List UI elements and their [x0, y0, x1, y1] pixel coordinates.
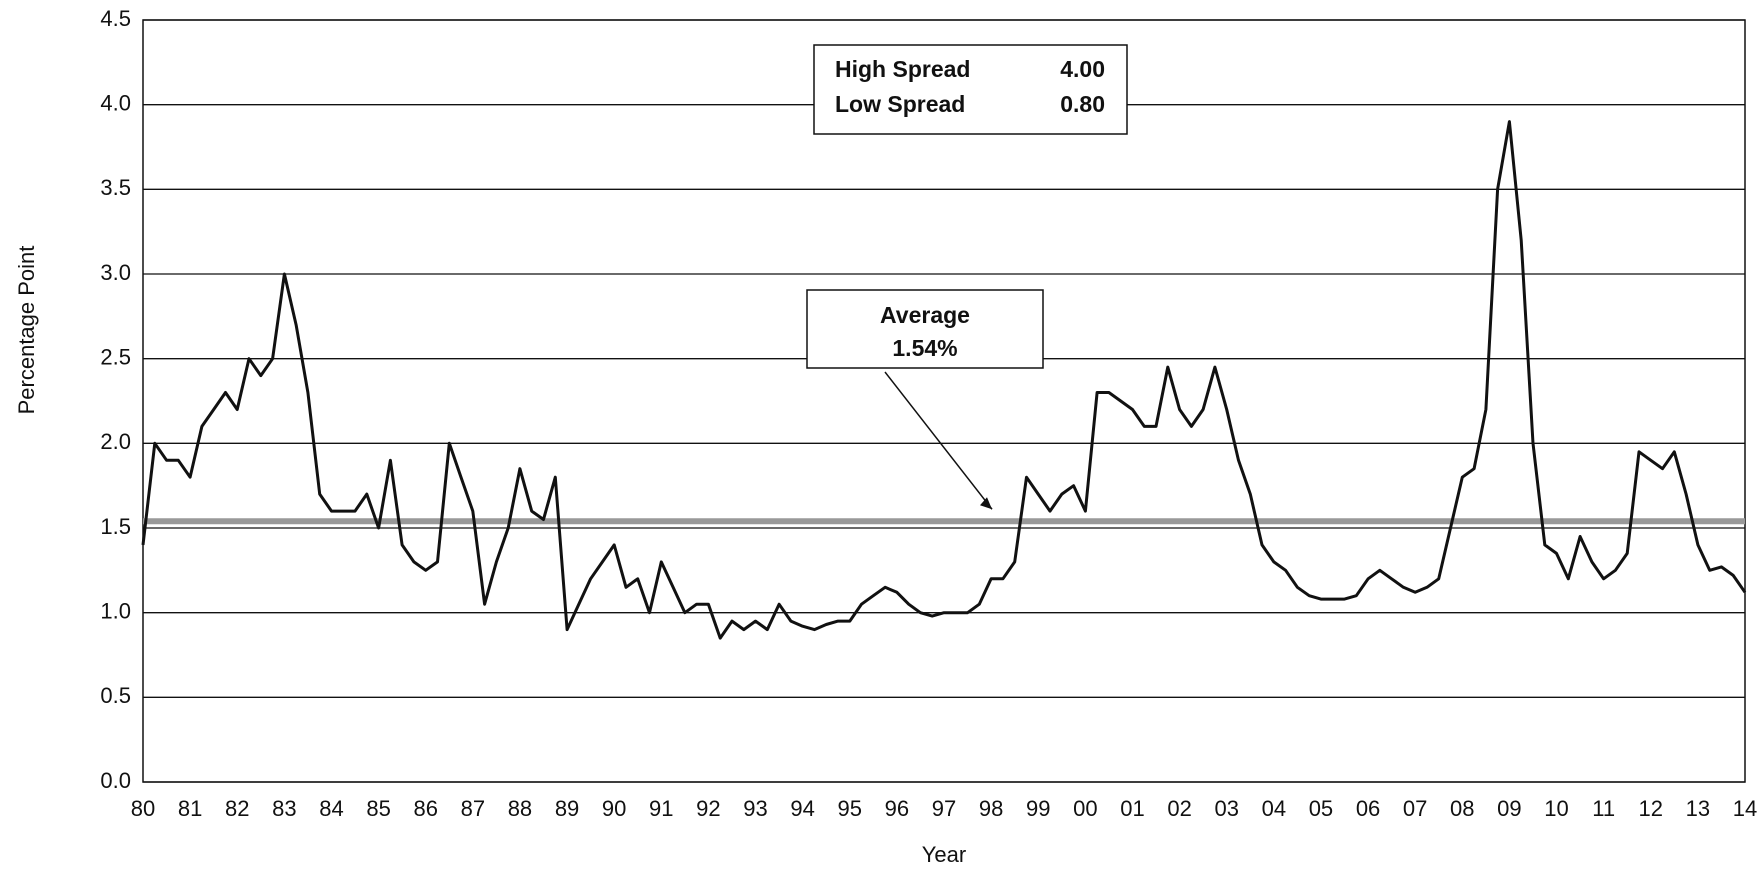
y-tick-label: 1.5 — [100, 514, 131, 539]
high-spread-value: 4.00 — [1060, 56, 1105, 82]
data-line — [141, 120, 1747, 640]
x-tick-label: 82 — [225, 796, 249, 821]
y-tick-label: 1.0 — [100, 598, 131, 623]
x-tick-label: 07 — [1403, 796, 1427, 821]
y-tick-label: 4.0 — [100, 90, 131, 115]
x-tick-label: 80 — [131, 796, 155, 821]
average-box — [806, 289, 1044, 369]
low-spread-label: Low Spread — [835, 91, 965, 117]
x-tick-label: 94 — [790, 796, 814, 821]
x-tick-label: 83 — [272, 796, 296, 821]
x-tick-label: 84 — [319, 796, 343, 821]
x-tick-label: 00 — [1073, 796, 1097, 821]
y-tick-label: 0.5 — [100, 683, 131, 708]
x-tick-label: 10 — [1544, 796, 1568, 821]
x-tick-label: 93 — [743, 796, 767, 821]
average-label: 1.54% — [892, 335, 957, 361]
x-tick-label: 03 — [1214, 796, 1238, 821]
y-axis-label: Percentage Point — [14, 246, 39, 415]
x-tick-label: 90 — [602, 796, 626, 821]
average-arrow — [884, 371, 993, 510]
x-tick-label: 01 — [1120, 796, 1144, 821]
spread-box — [813, 44, 1128, 135]
x-tick-label: 09 — [1497, 796, 1521, 821]
x-tick-label: 99 — [1026, 796, 1050, 821]
y-tick-label: 3.0 — [100, 260, 131, 285]
x-tick-label: 08 — [1450, 796, 1474, 821]
x-tick-label: 04 — [1262, 796, 1286, 821]
high-spread-label: High Spread — [835, 56, 970, 82]
average-title: Average — [880, 302, 970, 328]
x-tick-label: 89 — [555, 796, 579, 821]
y-tick-label: 2.5 — [100, 344, 131, 369]
plot-frame — [142, 19, 1746, 783]
x-tick-label: 98 — [979, 796, 1003, 821]
x-tick-label: 85 — [366, 796, 390, 821]
x-tick-label: 02 — [1167, 796, 1191, 821]
y-tick-label: 0.0 — [100, 768, 131, 793]
low-spread-value: 0.80 — [1060, 91, 1105, 117]
x-axis-label: Year — [922, 842, 966, 867]
x-tick-label: 92 — [696, 796, 720, 821]
x-tick-label: 81 — [178, 796, 202, 821]
x-tick-label: 95 — [838, 796, 862, 821]
x-tick-label: 91 — [649, 796, 673, 821]
x-tick-label: 87 — [461, 796, 485, 821]
x-tick-label: 05 — [1309, 796, 1333, 821]
y-tick-label: 3.5 — [100, 175, 131, 200]
x-tick-label: 97 — [932, 796, 956, 821]
arrow-head — [980, 497, 992, 510]
x-tick-label: 86 — [413, 796, 437, 821]
x-tick-label: 96 — [885, 796, 909, 821]
y-tick-label: 2.0 — [100, 429, 131, 454]
x-tick-label: 88 — [508, 796, 532, 821]
x-tick-label: 11 — [1592, 796, 1615, 821]
x-tick-label: 06 — [1356, 796, 1380, 821]
y-tick-label: 4.5 — [100, 6, 131, 31]
x-tick-label: 12 — [1639, 796, 1663, 821]
x-tick-label: 14 — [1733, 796, 1757, 821]
x-tick-label: 13 — [1686, 796, 1710, 821]
